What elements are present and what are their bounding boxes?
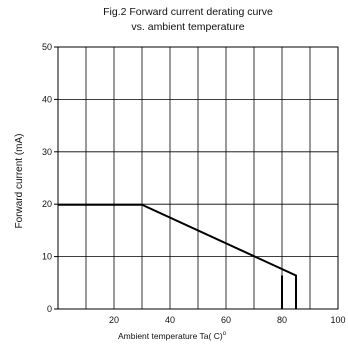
x-axis-label-text: Ambient temperature Ta( C) bbox=[118, 331, 223, 341]
chart-title-line-1: Fig.2 Forward current derating curve bbox=[103, 6, 273, 18]
y-tick-label: 0 bbox=[47, 304, 52, 314]
plot-frame bbox=[57, 46, 339, 310]
y-tick-label: 20 bbox=[42, 199, 52, 209]
y-tick-label: 10 bbox=[42, 252, 52, 262]
y-tick-label: 40 bbox=[42, 94, 52, 104]
x-tick-label: 20 bbox=[109, 315, 119, 325]
x-tick-label: 60 bbox=[221, 315, 231, 325]
y-tick-label: 30 bbox=[42, 147, 52, 157]
y-axis-label: Forward current (mA) bbox=[14, 133, 25, 228]
x-tick-label: 100 bbox=[330, 315, 345, 325]
x-axis-label-degree-mark: o bbox=[223, 331, 227, 337]
chart-title-line-2: vs. ambient temperature bbox=[131, 21, 244, 33]
y-tick-label: 50 bbox=[42, 42, 52, 52]
x-axis-label: Ambient temperature Ta( C)o bbox=[118, 331, 227, 341]
x-tick-label: 80 bbox=[277, 315, 287, 325]
derating-curve-series-1 bbox=[58, 203, 297, 309]
x-tick-label: 40 bbox=[165, 315, 175, 325]
